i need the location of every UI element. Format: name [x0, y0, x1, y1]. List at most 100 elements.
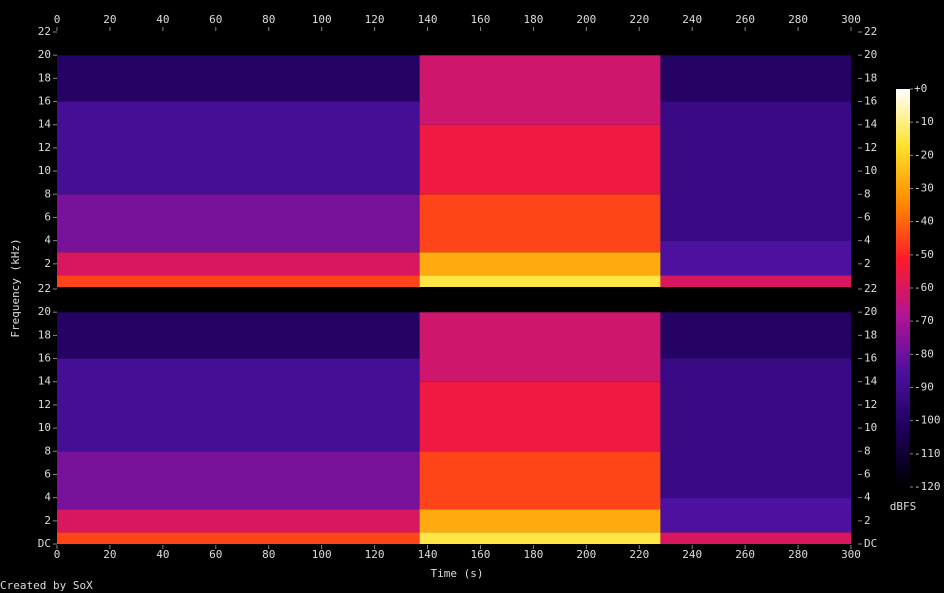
y-tick-label: 22	[864, 282, 877, 295]
x-tick-label: 260	[735, 548, 755, 561]
x-tick-label: 0	[54, 548, 61, 561]
x-tick-label: 40	[156, 548, 169, 561]
colorbar-tick-label: -40	[914, 215, 934, 228]
x-tick-label: 100	[312, 548, 332, 561]
x-tick-label: 0	[54, 13, 61, 26]
y-tick-label: 8	[864, 444, 871, 457]
y-tick-label: 12	[38, 141, 51, 154]
credit: Created by SoX	[0, 579, 93, 592]
x-tick-label: 140	[418, 13, 438, 26]
y-tick-label: 6	[864, 210, 871, 223]
y-tick-label: 4	[864, 234, 871, 247]
y-tick-label: 22	[864, 25, 877, 38]
x-tick-label: 280	[788, 13, 808, 26]
y-tick-label: 18	[864, 328, 877, 341]
x-tick-label: 300	[841, 548, 861, 561]
y-tick-label: 14	[38, 375, 52, 388]
x-tick-label: 180	[523, 548, 543, 561]
y-tick-label: 12	[864, 141, 877, 154]
spectrogram-cell	[419, 289, 661, 313]
y-tick-label: 8	[44, 444, 51, 457]
colorbar-tick-label: -110	[914, 447, 941, 460]
x-tick-label: 240	[682, 13, 702, 26]
colorbar-tick-label: -20	[914, 148, 934, 161]
y-tick-label: 2	[44, 514, 51, 527]
x-tick-label: 200	[576, 13, 596, 26]
spectrogram-cell	[57, 312, 420, 359]
x-tick-label: 60	[209, 548, 222, 561]
y-tick-label: 2	[44, 257, 51, 270]
y-tick-label: 16	[38, 95, 51, 108]
y-tick-label: DC	[38, 537, 51, 550]
x-tick-label: 20	[103, 13, 116, 26]
spectrogram-cell	[57, 532, 420, 544]
y-tick-label: 22	[38, 282, 51, 295]
spectrogram-cell	[660, 32, 851, 56]
y-tick-label: 10	[38, 164, 51, 177]
spectrogram-cell	[660, 532, 851, 544]
y-tick-label: 2	[864, 257, 871, 270]
y-tick-label: 4	[44, 234, 51, 247]
spectrogram-cell	[57, 101, 420, 195]
spectrogram-cell	[419, 55, 661, 125]
x-tick-label: 120	[365, 13, 385, 26]
x-tick-label: 160	[471, 13, 491, 26]
y-tick-label: 12	[864, 398, 877, 411]
colorbar	[896, 89, 910, 487]
x-tick-label: 280	[788, 548, 808, 561]
spectrogram-cell	[419, 532, 661, 544]
y-tick-label: 10	[38, 421, 51, 434]
y-tick-label: 6	[44, 210, 51, 223]
y-tick-label: 4	[44, 491, 51, 504]
y-tick-label: 22	[38, 25, 51, 38]
spectrogram-cell	[57, 451, 420, 510]
y-tick-label: 16	[864, 352, 877, 365]
spectrogram-cell	[419, 32, 661, 56]
spectrogram-cell	[660, 275, 851, 287]
x-tick-label: 20	[103, 548, 116, 561]
spectrogram-cell	[419, 194, 661, 253]
x-tick-label: 220	[629, 13, 649, 26]
colorbar-tick-label: -70	[914, 314, 934, 327]
y-tick-label: 14	[864, 375, 878, 388]
spectrogram-cell	[57, 55, 420, 102]
y-tick-label: 2	[864, 514, 871, 527]
spectrogram-cell	[419, 124, 661, 195]
y-tick-label: 18	[38, 71, 51, 84]
colorbar-tick-label: -30	[914, 182, 934, 195]
spectrogram-cell	[57, 252, 420, 276]
x-tick-label: 40	[156, 13, 169, 26]
y-axis-label: Frequency (kHz)	[9, 238, 22, 337]
spectrogram-cell	[660, 358, 851, 498]
y-tick-label: 6	[864, 467, 871, 480]
y-tick-label: 16	[864, 95, 877, 108]
x-tick-label: 60	[209, 13, 222, 26]
colorbar-label: dBFS	[890, 500, 917, 513]
y-tick-label: 4	[864, 491, 871, 504]
colorbar-tick-label: -50	[914, 248, 934, 261]
y-tick-label: 10	[864, 421, 877, 434]
spectrogram-cell	[660, 55, 851, 102]
y-tick-label: 20	[864, 305, 877, 318]
spectrogram-cell	[57, 275, 420, 287]
y-tick-label: 20	[38, 305, 51, 318]
y-tick-label: 8	[864, 187, 871, 200]
x-tick-label: 160	[471, 548, 491, 561]
colorbar-tick-label: -90	[914, 381, 934, 394]
spectrogram-cell	[660, 497, 851, 533]
x-tick-label: 240	[682, 548, 702, 561]
spectrogram-cell	[419, 312, 661, 382]
spectrogram-cell	[660, 240, 851, 276]
y-tick-label: 12	[38, 398, 51, 411]
x-axis-label: Time (s)	[431, 567, 484, 580]
y-tick-label: 8	[44, 187, 51, 200]
spectrogram-cell	[419, 509, 661, 533]
colorbar-tick-label: -60	[914, 281, 934, 294]
colorbar-tick-label: -120	[914, 480, 941, 493]
spectrogram-cell	[57, 509, 420, 533]
x-tick-label: 260	[735, 13, 755, 26]
y-tick-label: 10	[864, 164, 877, 177]
x-tick-label: 120	[365, 548, 385, 561]
x-tick-label: 80	[262, 13, 275, 26]
